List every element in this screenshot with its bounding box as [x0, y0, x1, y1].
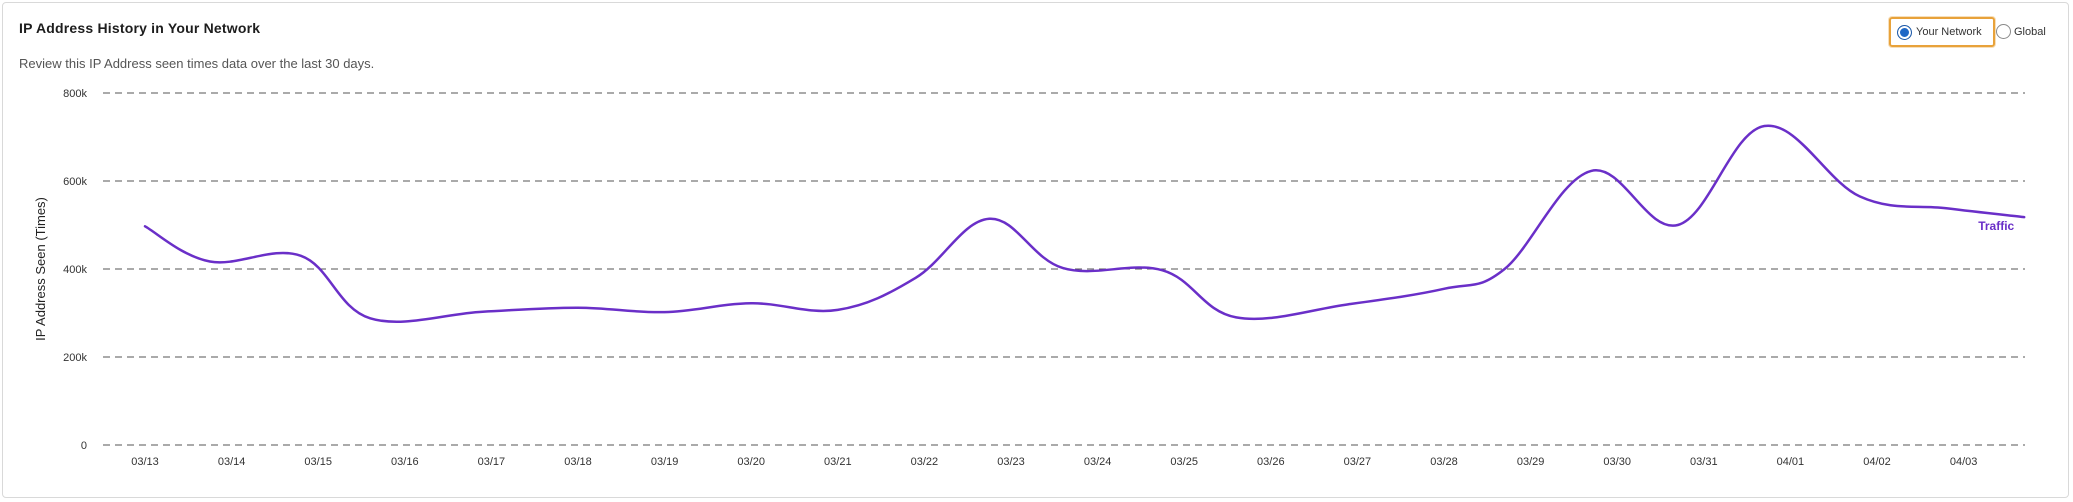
- y-tick-label: 600k: [63, 176, 87, 188]
- x-tick-label: 03/31: [1690, 456, 1718, 468]
- x-tick-label: 03/30: [1603, 456, 1631, 468]
- series-label-traffic: Traffic: [1978, 219, 2014, 233]
- series-line-traffic: [143, 124, 2026, 323]
- data-point: [1235, 316, 1237, 318]
- x-axis-ticks: 03/13 03/14 03/15 03/16 03/17 03/18 03/19 03/20…: [131, 456, 1977, 468]
- series-layer: Traffic: [143, 124, 2026, 323]
- x-tick-label: 03/13: [131, 456, 159, 468]
- your-network-label: Your Network: [1916, 26, 1982, 38]
- x-tick-label: 03/22: [911, 456, 939, 468]
- x-tick-label: 03/29: [1517, 456, 1545, 468]
- x-tick-label: 03/21: [824, 456, 852, 468]
- y-tick-label: 0: [81, 440, 87, 452]
- data-point: [663, 311, 665, 313]
- data-point: [1161, 269, 1163, 271]
- x-tick-label: 03/28: [1430, 456, 1458, 468]
- data-point: [2023, 216, 2025, 218]
- card-title: IP Address History in Your Network: [19, 20, 261, 36]
- y-tick-label: 800k: [63, 88, 87, 100]
- x-tick-label: 04/02: [1863, 456, 1891, 468]
- x-tick-label: 03/18: [564, 456, 592, 468]
- data-point: [300, 255, 302, 257]
- data-point: [209, 260, 211, 262]
- x-tick-label: 03/23: [997, 456, 1025, 468]
- your-network-radio[interactable]: Your Network: [1889, 17, 1995, 47]
- data-point: [1443, 288, 1445, 290]
- card-subtitle: Review this IP Address seen times data o…: [19, 56, 375, 71]
- y-tick-label: 200k: [63, 352, 87, 364]
- x-tick-label: 03/16: [391, 456, 419, 468]
- data-point: [577, 307, 579, 309]
- x-tick-label: 03/26: [1257, 456, 1285, 468]
- x-tick-label: 03/24: [1084, 456, 1112, 468]
- data-point: [988, 218, 990, 220]
- data-point: [1763, 125, 1765, 127]
- data-point: [837, 309, 839, 311]
- radio-unselected-icon: [1996, 24, 2011, 39]
- data-point: [1062, 267, 1064, 269]
- data-point: [144, 225, 146, 227]
- data-point: [750, 302, 752, 304]
- x-tick-label: 04/03: [1950, 456, 1978, 468]
- x-tick-label: 03/20: [737, 456, 765, 468]
- x-tick-label: 03/14: [218, 456, 246, 468]
- x-tick-label: 03/27: [1344, 456, 1372, 468]
- data-point: [1677, 224, 1679, 226]
- data-point: [1348, 303, 1350, 305]
- data-point: [1858, 195, 1860, 197]
- x-tick-label: 03/19: [651, 456, 679, 468]
- data-point: [1503, 268, 1505, 270]
- data-point: [915, 277, 917, 279]
- x-tick-label: 03/25: [1170, 456, 1198, 468]
- x-tick-label: 03/17: [478, 456, 506, 468]
- y-tick-label: 400k: [63, 264, 87, 276]
- data-point: [482, 310, 484, 312]
- data-point: [1590, 170, 1592, 172]
- data-point: [369, 317, 371, 319]
- y-axis-title: IP Address Seen (Times): [33, 197, 48, 341]
- data-point: [1945, 207, 1947, 209]
- global-radio[interactable]: Global: [1996, 24, 2046, 39]
- y-axis-ticks: 0 200k 400k 600k 800k: [63, 88, 87, 452]
- radio-selected-icon: [1897, 24, 1912, 40]
- x-tick-label: 03/15: [304, 456, 332, 468]
- x-tick-label: 04/01: [1777, 456, 1805, 468]
- global-label: Global: [2014, 25, 2046, 38]
